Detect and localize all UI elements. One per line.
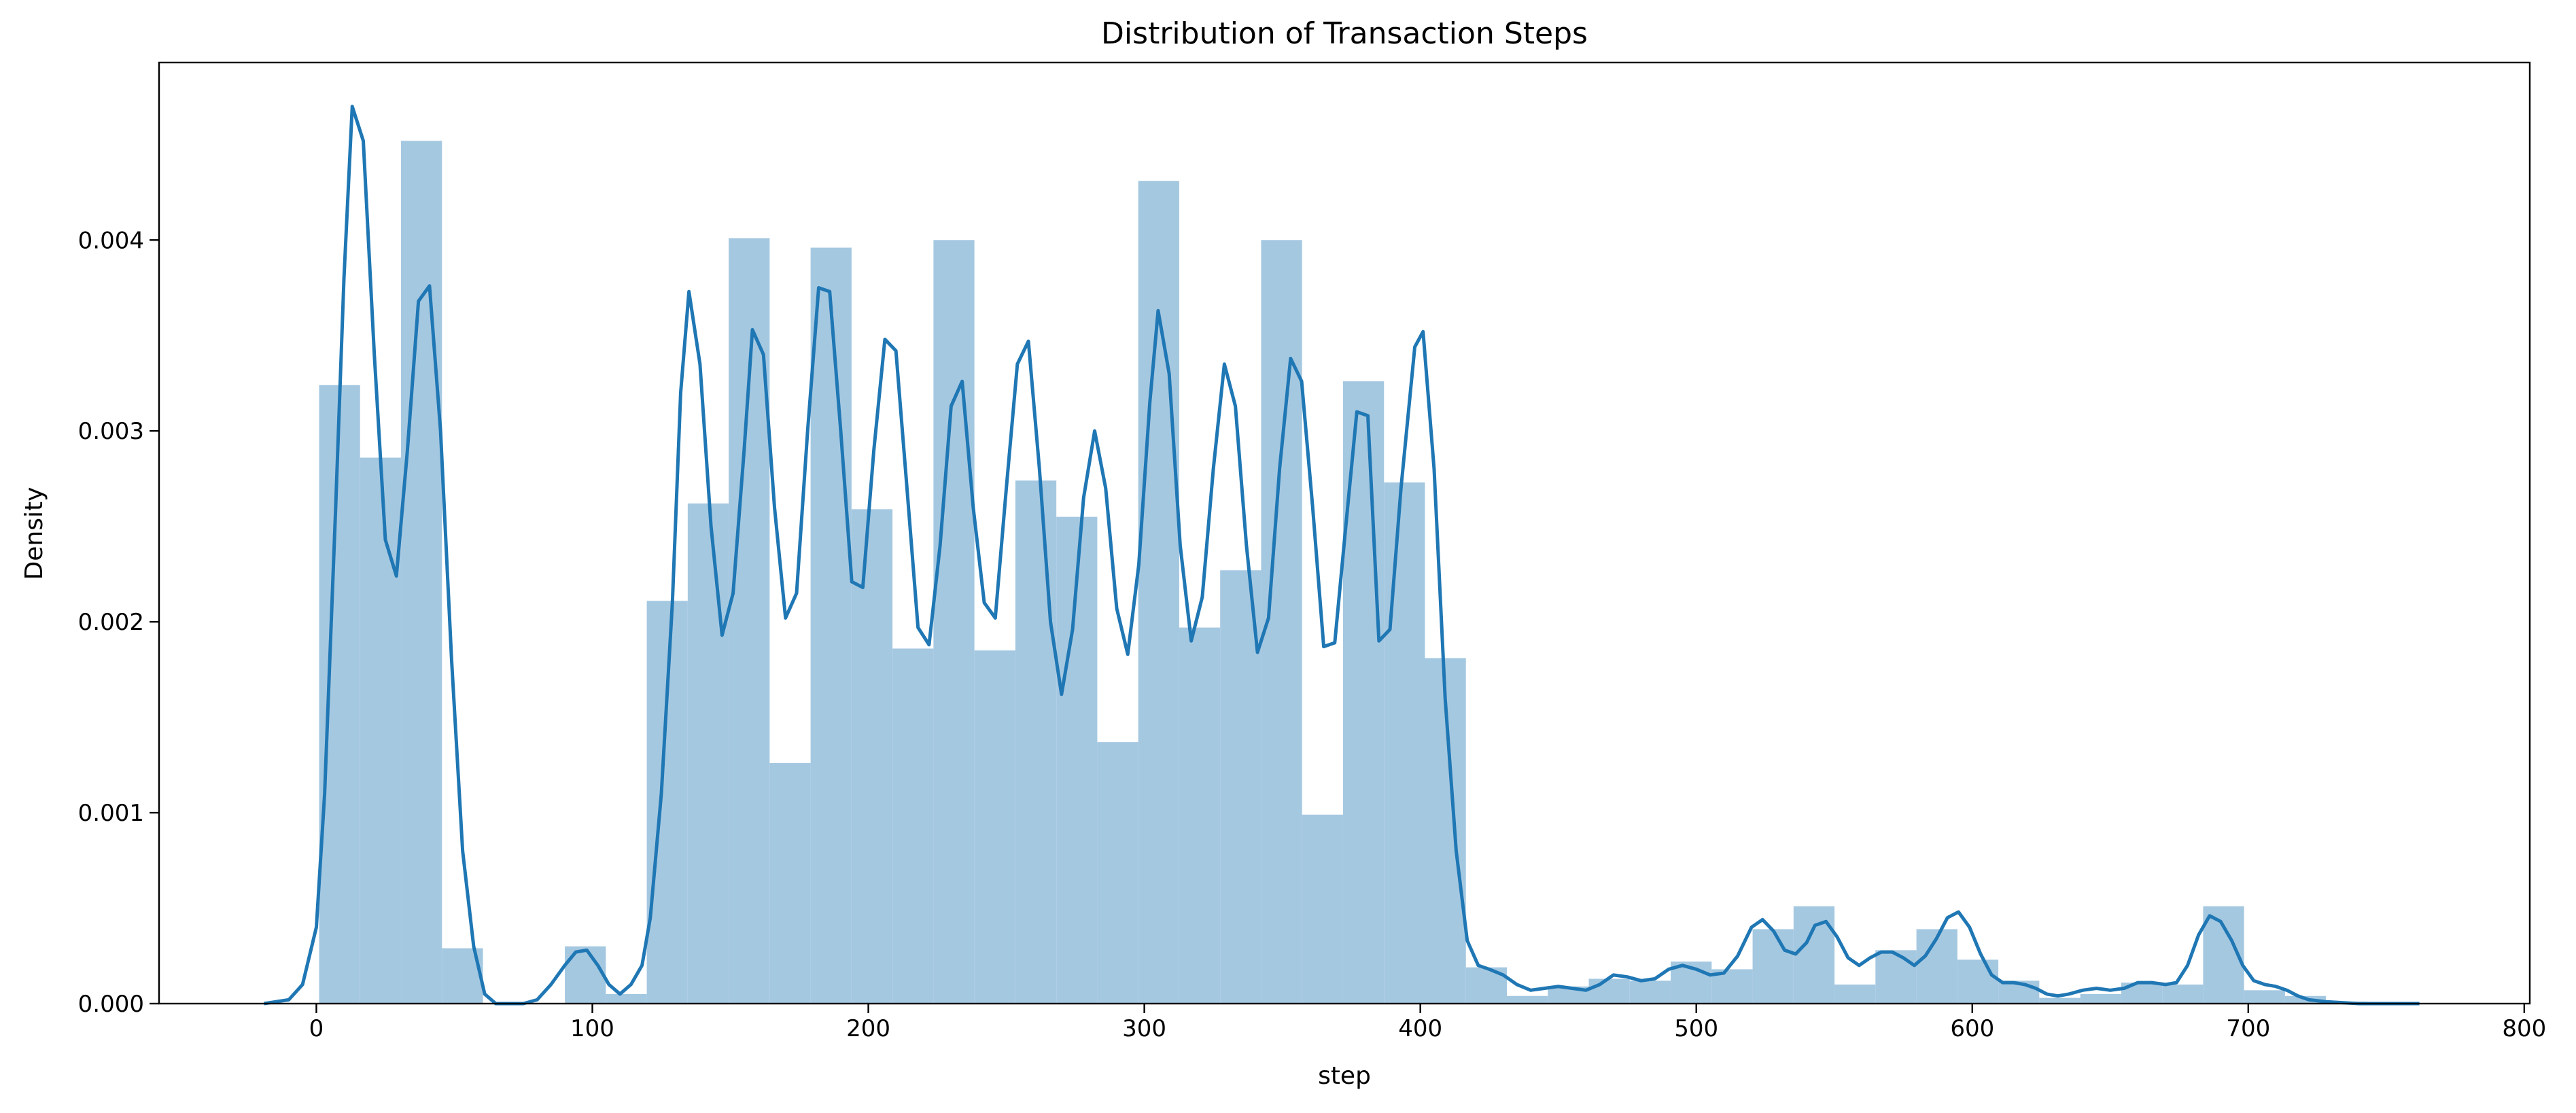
histogram-bar [2039,997,2081,1004]
histogram-bar [1015,480,1057,1004]
histogram-bar [319,385,360,1004]
histogram-bar [1138,181,1179,1004]
plot-frame [158,61,2531,1005]
histogram-bar [1793,906,1835,1004]
histogram-bar [360,457,402,1004]
x-tick-label: 800 [2502,1015,2546,1042]
x-tick-label: 300 [1122,1015,1166,1042]
y-tick-label: 0.002 [78,609,144,636]
histogram-bar [2080,993,2121,1004]
histogram-bar [687,503,729,1004]
histogram-bar [892,648,934,1004]
histogram-bar [1629,980,1671,1004]
histogram-bar [565,946,606,1004]
histogram-bar [606,993,647,1004]
histogram-bar [933,240,975,1004]
x-tick-label: 700 [2226,1015,2270,1042]
x-tick-label: 100 [570,1015,614,1042]
chart-title: Distribution of Transaction Steps [1101,16,1588,51]
x-tick-label: 500 [1674,1015,1718,1042]
kde-line [263,105,2420,1006]
histogram-bar [1834,984,1876,1004]
y-tick-label: 0.004 [78,227,144,254]
x-tick-label: 400 [1398,1015,1442,1042]
y-tick-label: 0.001 [78,800,144,827]
y-tick-label: 0.003 [78,418,144,445]
histogram-bar [1752,929,1794,1004]
histogram-bar [1220,570,1261,1004]
histogram-bar [810,247,852,1004]
histogram-bar [1097,742,1138,1004]
histogram-bar [2162,984,2204,1004]
x-axis-label: step [1318,1062,1371,1090]
x-tick-label: 0 [309,1015,324,1042]
x-tick-label: 200 [846,1015,890,1042]
histogram-bar [974,650,1015,1004]
histogram-bar [1507,995,1548,1004]
histogram-bar [1957,959,1999,1004]
histogram-bar [1179,627,1221,1004]
histogram-bar [1302,814,1343,1004]
histogram-bar [1875,950,1917,1004]
histogram-bar [1916,929,1957,1004]
histogram-bar [2244,990,2285,1004]
histogram-bar [646,601,688,1004]
y-tick-label: 0.000 [78,991,144,1018]
y-axis-label: Density [20,487,48,580]
histogram-bar [1588,978,1630,1004]
histogram-bar [769,763,811,1004]
histogram-bar [1384,482,1425,1004]
histogram-bar [401,141,442,1004]
x-tick-label: 600 [1950,1015,1994,1042]
histogram-bar [851,509,893,1004]
